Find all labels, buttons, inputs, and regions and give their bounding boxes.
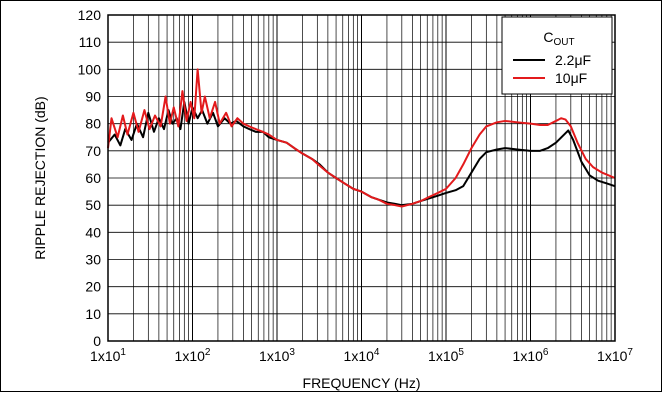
x-tick-label: 1x105 xyxy=(428,347,464,364)
y-tick-label: 120 xyxy=(78,7,102,23)
x-tick-label: 1x102 xyxy=(175,347,211,364)
y-tick-label: 20 xyxy=(85,279,101,295)
x-tick-labels: 1x101 1x102 1x103 1x104 1x105 1x106 1x107 xyxy=(90,347,633,364)
plot-area-frame xyxy=(107,14,616,342)
legend-label-1: 2.2μF xyxy=(555,52,591,68)
y-tick-label: 0 xyxy=(93,333,101,349)
y-tick-label: 30 xyxy=(85,252,101,268)
series-lines xyxy=(107,68,616,208)
x-tick-label: 1x106 xyxy=(513,347,549,364)
y-tick-label: 100 xyxy=(78,61,102,77)
y-tick-label: 70 xyxy=(85,143,101,159)
y-tick-label: 110 xyxy=(79,34,102,50)
y-tick-labels: 0 10 20 30 40 50 60 70 80 90 100 110 120 xyxy=(78,7,102,349)
legend-title-main: C xyxy=(543,29,553,45)
y-tick-label: 90 xyxy=(85,89,101,105)
y-tick-label: 40 xyxy=(85,224,101,240)
y-tick-label: 10 xyxy=(85,306,101,322)
y-tick-label: 80 xyxy=(85,116,101,132)
legend-entries: 2.2μF 10μF xyxy=(513,52,591,86)
legend-label-2: 10μF xyxy=(555,70,587,86)
y-tick-label: 60 xyxy=(85,170,101,186)
y-tick-label: 50 xyxy=(85,197,101,213)
x-tick-label: 1x103 xyxy=(259,347,295,364)
x-tick-label: 1x104 xyxy=(344,347,380,364)
legend-box xyxy=(501,16,613,95)
legend-title: COUT xyxy=(543,29,574,48)
x-tick-label: 1x101 xyxy=(90,347,126,364)
legend: COUT 2.2μF 10μF xyxy=(501,16,613,95)
y-axis-label: RIPPLE REJECTION (dB) xyxy=(32,96,48,259)
legend-title-sub: OUT xyxy=(554,37,575,48)
x-tick-label: 1x107 xyxy=(597,347,633,364)
x-axis-label: FREQUENCY (Hz) xyxy=(303,375,421,391)
series-line-2 xyxy=(107,68,616,208)
